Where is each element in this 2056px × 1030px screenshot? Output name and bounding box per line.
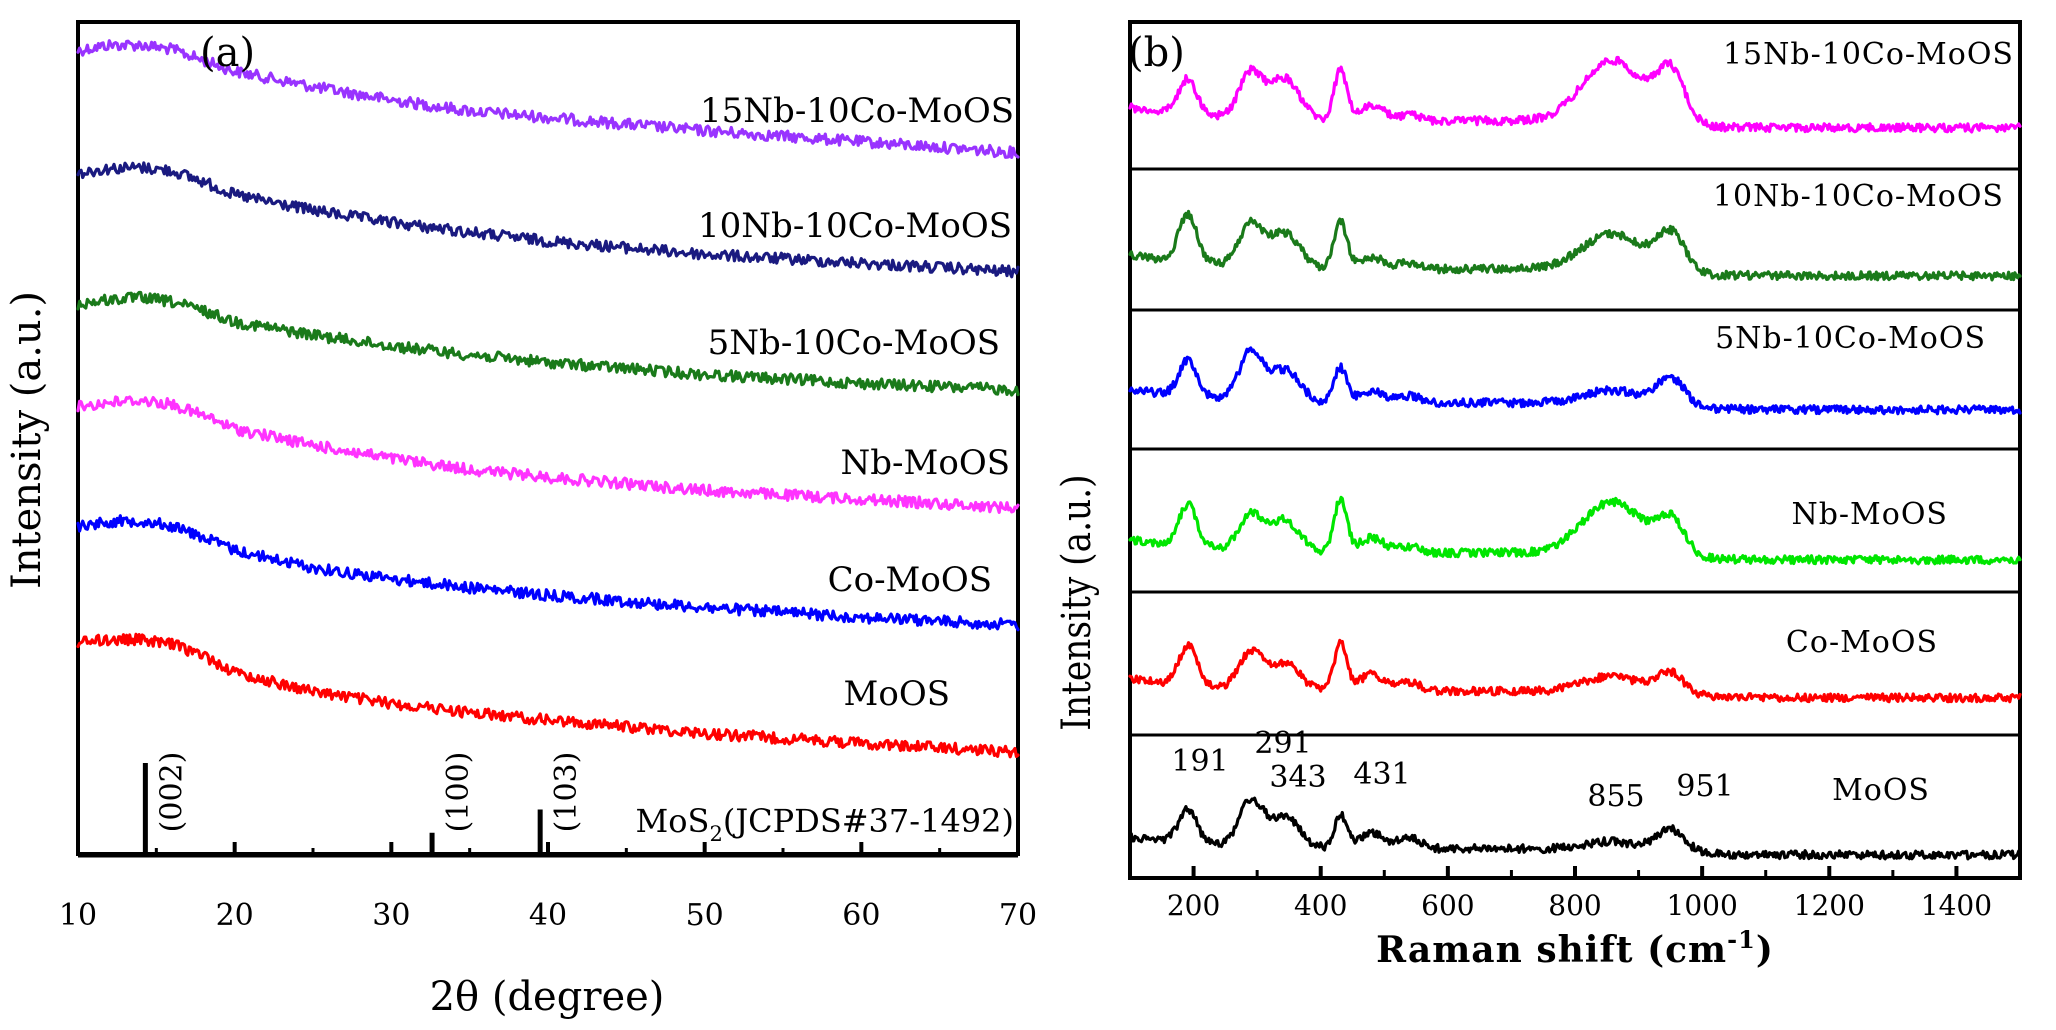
- raman-x-tick-label: 1200: [1794, 889, 1865, 922]
- xrd-x-tick-label: 60: [842, 898, 880, 933]
- xrd-x-tick-labels: 10 20 30 40 50 60 70: [59, 898, 1037, 933]
- xrd-trace-Co-MoOS: [76, 514, 1020, 632]
- raman-x-tick-label: 600: [1421, 889, 1474, 922]
- xrd-series-label: 15Nb-10Co-MoOS: [700, 91, 1014, 131]
- xrd-plane-label: (002): [154, 752, 189, 833]
- raman-series-label: 15Nb-10Co-MoOS: [1723, 37, 2014, 72]
- xrd-panel-a: 10 20 30 40 50 60 70 15Nb-10Co-MoOS 10Nb-10Co-M…: [4, 20, 1037, 1020]
- xrd-trace-10Nb-10Co-MoOS: [76, 161, 1020, 279]
- xrd-series-traces: [76, 39, 1020, 759]
- raman-series-labels: 15Nb-10Co-MoOS 10Nb-10Co-MoOS 5Nb-10Co-MoO…: [1713, 37, 2014, 808]
- raman-series-traces: [1128, 55, 2022, 861]
- xrd-reference-peaks: (002) (100) (103): [142, 752, 584, 856]
- raman-y-axis-label: Intensity (a.u.): [1052, 474, 1099, 730]
- xrd-trace-15Nb-10Co-MoOS: [76, 39, 1020, 159]
- raman-x-tick-label: 800: [1548, 889, 1601, 922]
- xrd-trace-MoOS: [76, 632, 1020, 759]
- raman-panel-b: 200 400 600 800 1000 1200 1400 15Nb-10Co-MoOS1…: [1052, 20, 2022, 971]
- xrd-series-label: MoOS: [844, 674, 950, 714]
- panel-b-label: (b): [1128, 30, 1185, 76]
- raman-x-tick-labels: 200 400 600 800 1000 1200 1400: [1167, 889, 1992, 922]
- xrd-y-axis-label: Intensity (a.u.): [4, 291, 50, 589]
- panel-a-label: (a): [200, 30, 255, 76]
- raman-peak-label-855: 855: [1587, 779, 1644, 814]
- xrd-reference-label: MoS2(JCPDS#37-1492): [636, 802, 1015, 846]
- raman-trace-15Nb-10Co-MoOS: [1128, 55, 2022, 134]
- xrd-x-axis-label: 2θ (degree): [430, 974, 665, 1020]
- xrd-x-tick-label: 20: [216, 898, 254, 933]
- raman-peak-label-291: 291: [1254, 726, 1311, 761]
- raman-trace-MoOS: [1128, 796, 2022, 861]
- xrd-series-label: Nb-MoOS: [841, 443, 1010, 483]
- raman-peak-label-343: 343: [1269, 760, 1326, 795]
- raman-trace-5Nb-10Co-MoOS: [1128, 346, 2022, 416]
- xrd-series-labels: 15Nb-10Co-MoOS 10Nb-10Co-MoOS 5Nb-10Co-MoO…: [698, 91, 1014, 714]
- raman-peak-label-191: 191: [1171, 744, 1228, 779]
- xrd-trace-Nb-MoOS: [76, 395, 1020, 514]
- raman-x-tick-label: 400: [1294, 889, 1347, 922]
- raman-panel-dividers: [1130, 167, 2020, 737]
- xrd-x-axis-ticks: [76, 842, 1020, 856]
- raman-series-label: 5Nb-10Co-MoOS: [1715, 321, 1986, 356]
- xrd-plane-label: (103): [549, 752, 584, 833]
- raman-x-tick-label: 1000: [1667, 889, 1738, 922]
- raman-x-tick-label: 1400: [1921, 889, 1992, 922]
- xrd-x-tick-label: 40: [529, 898, 567, 933]
- raman-trace-Nb-MoOS: [1128, 495, 2022, 566]
- raman-peak-label-431: 431: [1353, 757, 1410, 792]
- raman-x-axis-ticks: [1128, 866, 1959, 878]
- raman-peak-label-951: 951: [1676, 769, 1733, 804]
- raman-series-label: 10Nb-10Co-MoOS: [1713, 179, 2004, 214]
- xrd-plane-label: (100): [441, 752, 476, 833]
- xrd-trace-5Nb-10Co-MoOS: [76, 290, 1020, 397]
- raman-series-label: MoOS: [1832, 773, 1930, 808]
- xrd-series-label: 10Nb-10Co-MoOS: [698, 206, 1012, 246]
- xrd-x-tick-label: 70: [999, 898, 1037, 933]
- raman-series-label: Nb-MoOS: [1791, 497, 1948, 532]
- xrd-x-tick-label: 30: [372, 898, 410, 933]
- raman-trace-Co-MoOS: [1128, 638, 2022, 704]
- raman-x-axis-label: Raman shift (cm-1): [1376, 925, 1774, 971]
- xrd-x-tick-label: 50: [686, 898, 724, 933]
- xrd-series-label: Co-MoOS: [828, 560, 992, 600]
- raman-trace-10Nb-10Co-MoOS: [1128, 209, 2022, 282]
- xrd-series-label: 5Nb-10Co-MoOS: [708, 323, 1000, 363]
- raman-series-label: Co-MoOS: [1786, 625, 1938, 660]
- raman-x-tick-label: 200: [1167, 889, 1220, 922]
- xrd-x-tick-label: 10: [59, 898, 97, 933]
